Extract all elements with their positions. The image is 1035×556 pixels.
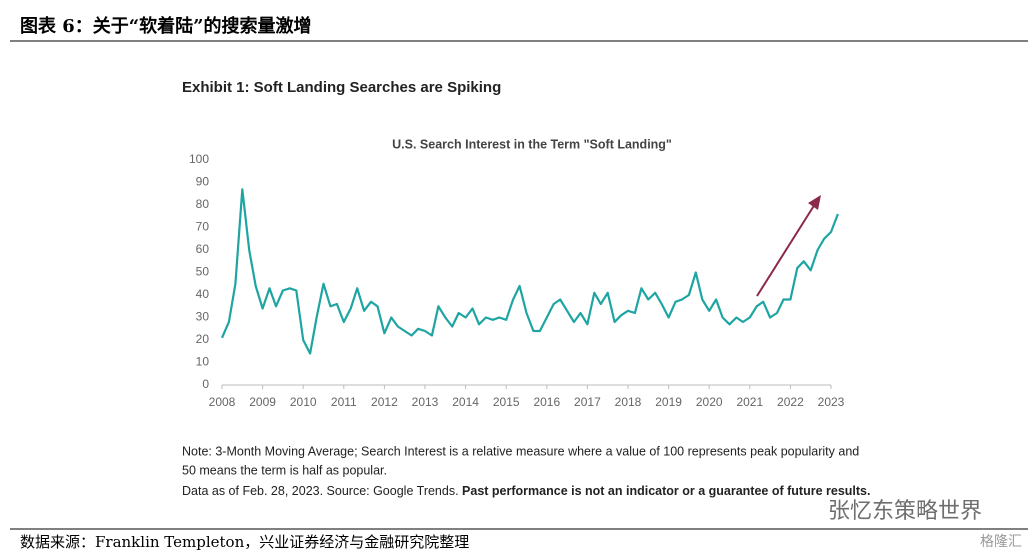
y-tick-label: 100 [189, 152, 209, 166]
y-tick-label: 10 [196, 355, 210, 369]
logo: 格隆汇 [980, 534, 1022, 550]
data-source-text: Data as of Feb. 28, 2023. Source: Google… [182, 484, 459, 498]
disclaimer: Past performance is not an indicator or … [462, 484, 870, 498]
x-tick-label: 2019 [655, 395, 682, 409]
y-tick-label: 30 [196, 310, 210, 324]
y-tick-label: 20 [196, 332, 210, 346]
watermark: 张忆东策略世界 [828, 499, 982, 524]
x-tick-label: 2016 [533, 395, 560, 409]
x-tick-label: 2021 [736, 395, 763, 409]
x-tick-label: 2017 [574, 395, 601, 409]
source-text: 数据来源：Franklin Templeton，兴业证券经济与金融研究院整理 [20, 533, 469, 551]
x-tick-label: 2018 [615, 395, 642, 409]
x-tick-label: 2008 [209, 395, 236, 409]
y-tick-label: 0 [202, 377, 209, 391]
y-tick-label: 70 [196, 220, 210, 234]
note-line: Note: 3-Month Moving Average; Search Int… [182, 444, 859, 458]
x-tick-label: 2014 [452, 395, 479, 409]
header-title: 图表 6：关于“软着陆”的搜索量激增 [20, 15, 312, 37]
x-tick-label: 2012 [371, 395, 398, 409]
x-tick-label: 2022 [777, 395, 804, 409]
x-tick-label: 2009 [249, 395, 276, 409]
data-source: Data as of Feb. 28, 2023. Source: Google… [182, 484, 870, 498]
trend-arrow-head [808, 195, 821, 210]
x-tick-label: 2015 [493, 395, 520, 409]
note-line: 50 means the term is half as popular. [182, 463, 387, 477]
y-tick-label: 60 [196, 242, 210, 256]
chart-title: U.S. Search Interest in the Term "Soft L… [392, 137, 672, 151]
y-tick-label: 90 [196, 175, 210, 189]
x-tick-label: 2023 [818, 395, 845, 409]
y-tick-label: 80 [196, 197, 210, 211]
x-tick-label: 2011 [331, 395, 357, 409]
series-line [220, 188, 839, 355]
x-tick-label: 2020 [696, 395, 723, 409]
y-tick-label: 40 [196, 287, 210, 301]
exhibit-title: Exhibit 1: Soft Landing Searches are Spi… [182, 79, 501, 96]
x-tick-label: 2013 [412, 395, 439, 409]
trend-arrow [756, 203, 816, 297]
y-tick-label: 50 [196, 265, 210, 279]
x-tick-label: 2010 [290, 395, 317, 409]
